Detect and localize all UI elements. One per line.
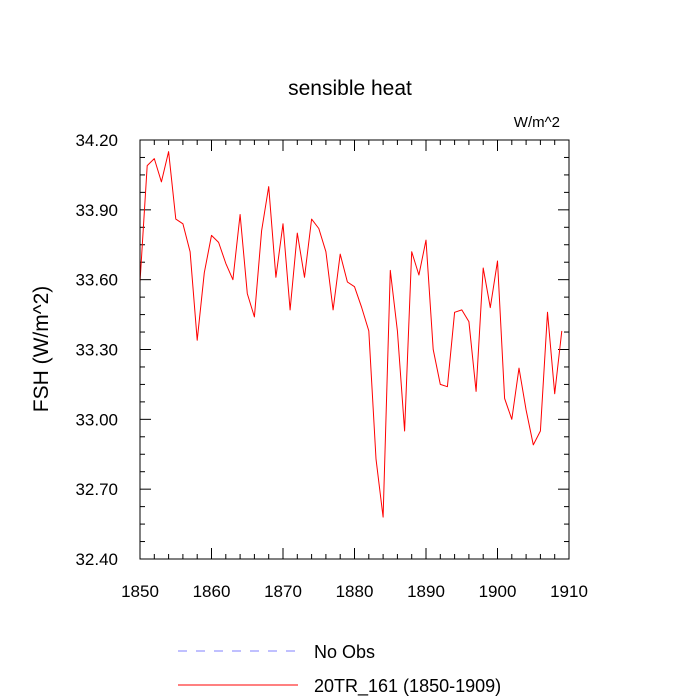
y-tick-label: 32.70 [75, 480, 118, 499]
axis-ticks [139, 139, 570, 560]
y-tick-label: 33.30 [75, 341, 118, 360]
x-tick-label: 1860 [193, 582, 231, 601]
units-label: W/m^2 [514, 114, 560, 131]
legend-label-no-obs: No Obs [314, 642, 375, 662]
y-axis-label: FSH (W/m^2) [30, 286, 53, 413]
y-tick-labels: 32.40 32.70 33.00 33.30 33.60 33.90 34.20 [75, 131, 118, 569]
series-line-20tr-161 [139, 151, 563, 518]
plot-frame [139, 139, 570, 560]
x-tick-labels: 1850 1860 1870 1880 1890 1900 1910 [121, 582, 588, 601]
legend-label-20tr: 20TR_161 (1850-1909) [314, 676, 501, 697]
x-tick-label: 1870 [264, 582, 302, 601]
y-tick-label: 33.90 [75, 201, 118, 220]
series-lines [139, 151, 563, 518]
y-tick-label: 33.00 [75, 410, 118, 429]
y-tick-label: 34.20 [75, 131, 118, 150]
y-tick-label: 32.40 [75, 550, 118, 569]
x-tick-label: 1880 [336, 582, 374, 601]
y-tick-label: 33.60 [75, 271, 118, 290]
x-tick-label: 1900 [479, 582, 517, 601]
x-tick-label: 1850 [121, 582, 159, 601]
chart-title: sensible heat [288, 77, 412, 100]
legend: No Obs 20TR_161 (1850-1909) [178, 642, 501, 697]
x-tick-label: 1890 [407, 582, 445, 601]
x-tick-label: 1910 [550, 582, 588, 601]
